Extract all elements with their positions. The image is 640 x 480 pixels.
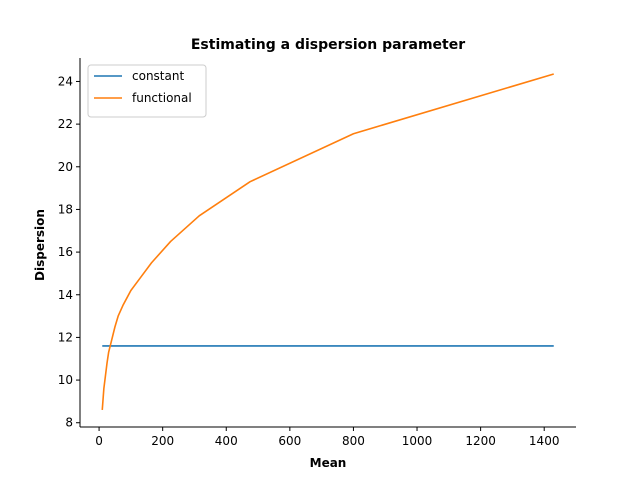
series-layer (101, 73, 554, 410)
x-tick-label: 0 (95, 434, 103, 448)
legend-label-constant: constant (132, 69, 184, 83)
y-tick-label: 20 (58, 160, 73, 174)
y-tick-label: 10 (58, 373, 73, 387)
x-axis-title: Mean (310, 456, 347, 470)
x-tick-label: 1200 (465, 434, 496, 448)
x-tick-label: 200 (151, 434, 174, 448)
x-axis: 0 200 400 600 800 1000 1200 1400 (80, 426, 576, 448)
legend-box (87, 64, 207, 118)
y-tick-label: 8 (65, 416, 73, 430)
y-tick-label: 22 (58, 117, 73, 131)
y-tick-label: 24 (58, 74, 73, 88)
y-tick-label: 12 (58, 330, 73, 344)
legend: constant functional (87, 64, 207, 118)
legend-label-functional: functional (132, 91, 192, 105)
x-tick-label: 1000 (402, 434, 433, 448)
x-tick-label: 600 (278, 434, 301, 448)
y-axis-title: Dispersion (33, 209, 47, 281)
x-tick-label: 400 (215, 434, 238, 448)
x-tick-label: 800 (342, 434, 365, 448)
chart-title: Estimating a dispersion parameter (191, 37, 465, 53)
y-tick-label: 16 (58, 245, 73, 259)
series-line-functional (101, 73, 554, 410)
y-tick-label: 14 (58, 288, 73, 302)
y-tick-label: 18 (58, 202, 73, 216)
y-axis: 8 10 12 14 16 18 20 22 24 (58, 58, 81, 430)
x-tick-label: 1400 (529, 434, 560, 448)
